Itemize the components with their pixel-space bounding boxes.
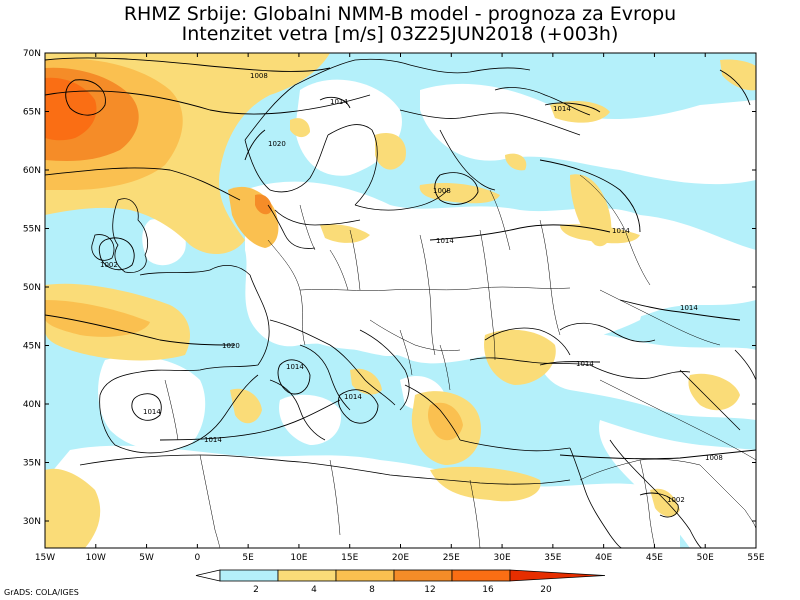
longitude-label: 40E <box>595 553 612 563</box>
longitude-label: 10E <box>290 553 307 563</box>
isobar-label: 1008 <box>250 72 268 80</box>
latitude-label: 40N <box>23 400 41 410</box>
legend-swatch <box>219 569 279 582</box>
longitude-label: 30E <box>494 553 511 563</box>
color-legend: 2 4 8 12 16 20 <box>195 569 606 595</box>
isobar-label: 1020 <box>268 140 286 148</box>
legend-swatch <box>335 569 395 582</box>
isobar-label: 1014 <box>143 408 161 416</box>
isobar-label: 1014 <box>680 304 698 312</box>
latitude-label: 50N <box>23 283 41 293</box>
latitude-label: 65N <box>23 108 41 118</box>
longitude-label: 5E <box>242 553 254 563</box>
latitude-label: 60N <box>23 166 41 176</box>
latitude-label: 45N <box>23 342 41 352</box>
map-subtitle: Intenzitet vetra [m/s] 03Z25JUN2018 (+00… <box>181 23 619 45</box>
isobar-labels: 1008 1014 1014 1014 1014 1008 1014 1014 … <box>100 72 723 504</box>
isobar-label: 1014 <box>344 393 362 401</box>
legend-swatch <box>509 569 606 582</box>
isobar-label: 1014 <box>576 360 594 368</box>
longitude-label: 15E <box>341 553 358 563</box>
longitude-label: 10W <box>86 553 106 563</box>
country-borders <box>164 174 756 548</box>
longitude-label: 35E <box>544 553 561 563</box>
isobar-label: 1008 <box>705 454 723 462</box>
latitude-label: 70N <box>23 49 41 59</box>
longitude-labels: 15W 10W 5W 0 5E 10E 15E 20E 25E 30E 35E 40E 45E 50E 55… <box>35 553 765 563</box>
legend-swatch <box>195 569 221 582</box>
longitude-label: 5W <box>139 553 154 563</box>
isobar-label: 1020 <box>222 342 240 350</box>
legend-swatch <box>277 569 337 582</box>
legend-swatch <box>451 569 511 582</box>
isobar-label: 1002 <box>100 261 118 269</box>
isobar-label: 1014 <box>204 436 222 444</box>
legend-tick-label: 8 <box>369 585 375 595</box>
isobar-label: 1014 <box>612 227 630 235</box>
latitude-labels: 70N 65N 60N 55N 50N 45N 40N 35N 30N <box>23 49 41 527</box>
latitude-label: 30N <box>23 517 41 527</box>
grads-credit: GrADS: COLA/IGES <box>4 588 79 597</box>
longitude-label: 25E <box>443 553 460 563</box>
longitude-label: 55E <box>747 553 764 563</box>
isobar-label: 1002 <box>667 496 685 504</box>
legend-swatch <box>393 569 453 582</box>
legend-tick-label: 20 <box>540 585 552 595</box>
isobar-label: 1014 <box>286 363 304 371</box>
longitude-label: 15W <box>35 553 55 563</box>
latitude-label: 35N <box>23 459 41 469</box>
legend-tick-label: 4 <box>311 585 317 595</box>
coastlines <box>79 58 756 548</box>
isobar-label: 1014 <box>330 98 348 106</box>
map-title: RHMZ Srbije: Globalni NMM-B model - prog… <box>123 3 677 25</box>
longitude-label: 20E <box>392 553 409 563</box>
legend-tick-label: 12 <box>424 585 435 595</box>
isobars <box>45 57 756 518</box>
legend-tick-label: 16 <box>482 585 494 595</box>
isobar-label: 1008 <box>433 187 451 195</box>
axis-ticks <box>44 52 757 548</box>
latitude-label: 55N <box>23 225 41 235</box>
isobar-label: 1014 <box>553 105 571 113</box>
longitude-label: 45E <box>646 553 663 563</box>
longitude-label: 0 <box>194 553 200 563</box>
isobar-label: 1014 <box>436 237 454 245</box>
legend-tick-label: 2 <box>253 585 259 595</box>
longitude-label: 50E <box>697 553 714 563</box>
